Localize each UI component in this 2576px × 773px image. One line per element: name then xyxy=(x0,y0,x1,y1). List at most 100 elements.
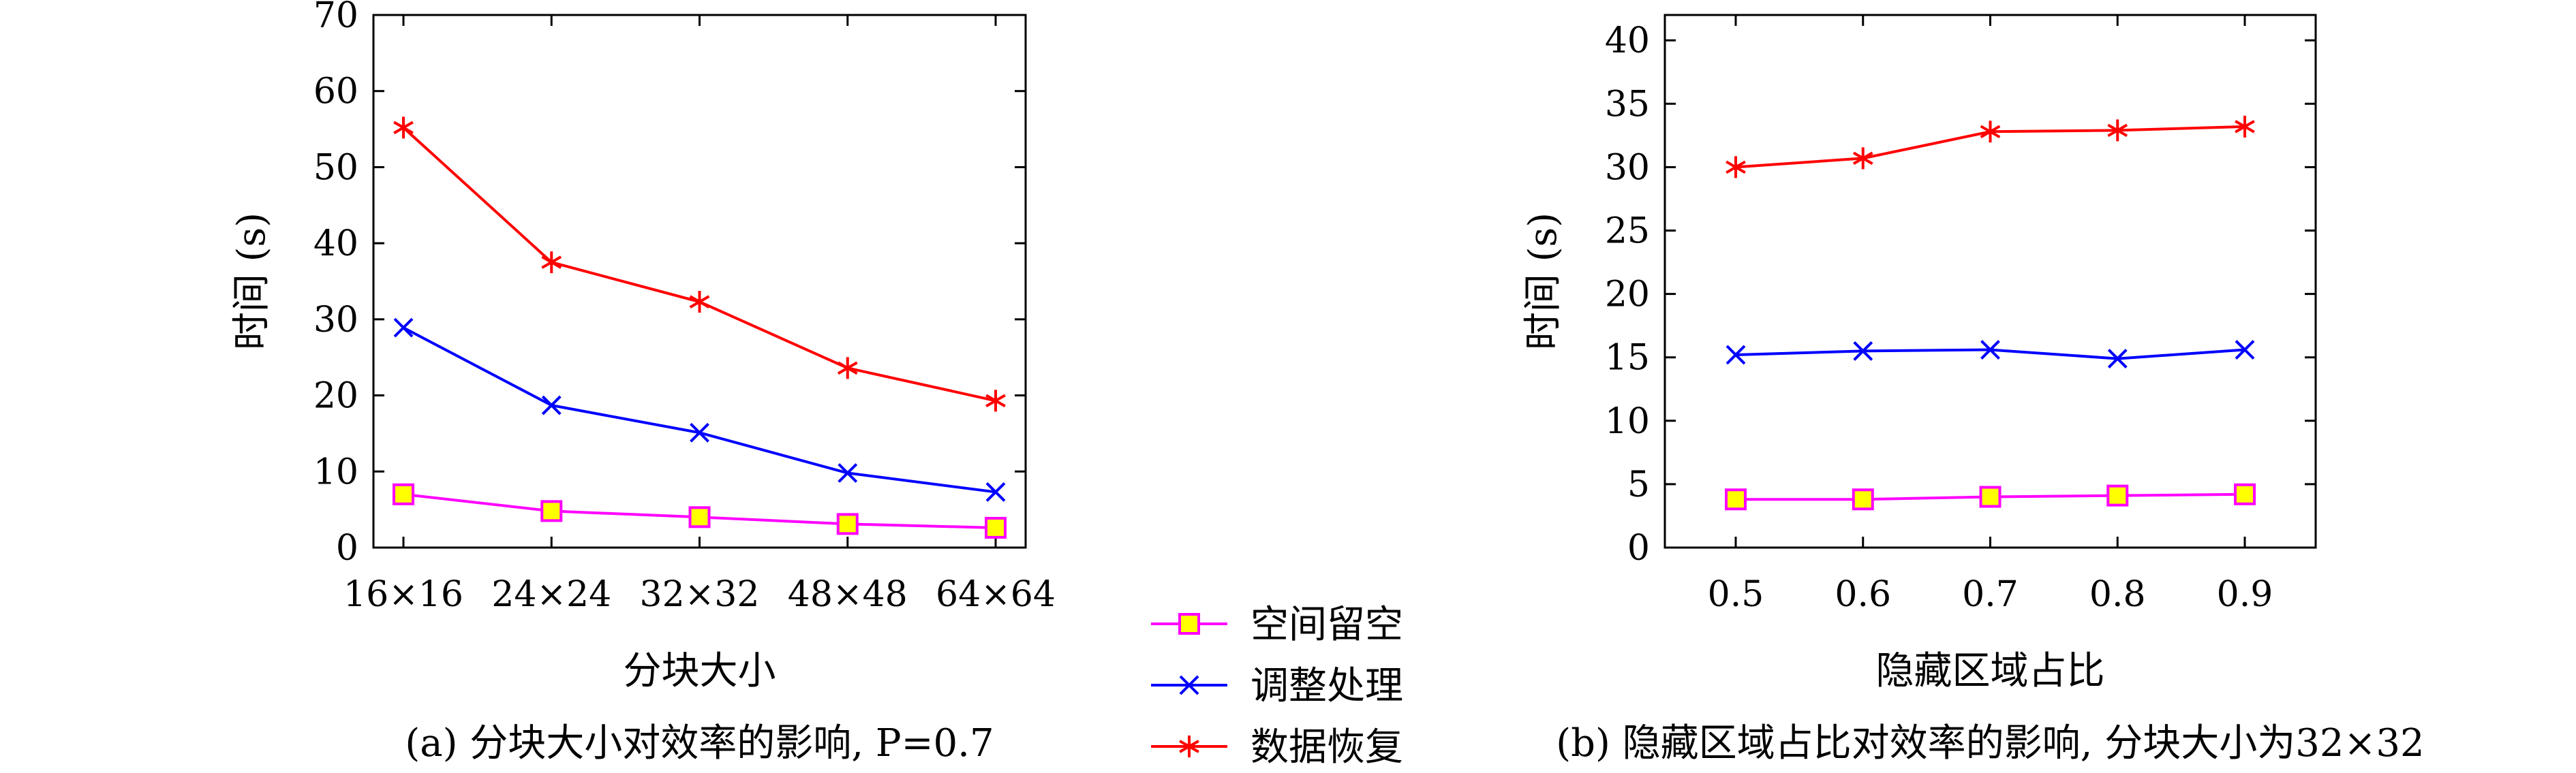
chart-b-point-space_reserve-shape xyxy=(1852,488,1874,511)
chart-a-series-line-recover xyxy=(402,126,996,403)
chart-a-point-recover-shape xyxy=(985,390,1006,412)
chart-b-ytick-label: 5 xyxy=(1627,464,1650,505)
chart-b-y-axis-label: 时间 (s) xyxy=(1521,212,1565,350)
chart-a-series-line-adjust xyxy=(403,326,996,494)
chart-b-ytick-label: 10 xyxy=(1605,401,1650,442)
chart-a-xtick-label: 64×64 xyxy=(936,574,1056,615)
chart-a-point-recover-shape xyxy=(541,251,562,274)
chart-a-point-adjust xyxy=(541,395,562,415)
chart-a-point-adjust-shape xyxy=(838,463,858,483)
chart-a-point-recover xyxy=(541,251,562,274)
chart-b-point-recover-shape xyxy=(2107,119,2128,142)
chart-b: 0 5 10 15 20 25 30 35 40 0.5 0.6 0.7 0.8 0.9 隐藏区域占比 时间 … xyxy=(1521,14,2425,766)
chart-a-ytick-label: 60 xyxy=(313,72,358,112)
chart-b-point-adjust-shape xyxy=(2235,340,2255,360)
chart-a-point-adjust xyxy=(838,463,858,483)
chart-b-point-recover-shape xyxy=(1726,156,1746,178)
chart-a-xtick-label: 48×48 xyxy=(788,574,908,615)
legend-marker-recover xyxy=(1179,736,1199,757)
chart-b-point-adjust xyxy=(1726,345,1746,365)
chart-a-point-adjust-shape xyxy=(393,317,414,338)
chart-b-point-adjust-shape xyxy=(1726,345,1746,365)
chart-b-xtick-label: 0.7 xyxy=(1962,574,2019,615)
chart-a-ytick-label: 50 xyxy=(313,147,358,188)
chart-b-ytick-label: 40 xyxy=(1605,20,1650,61)
chart-a-point-space_reserve-shape xyxy=(985,516,1007,539)
legend-marker-adjust-shape xyxy=(1179,675,1199,695)
chart-a-y-axis-label: 时间 (s) xyxy=(230,212,274,350)
chart-a-ytick-label: 40 xyxy=(313,223,358,264)
legend-label-adjust: 调整处理 xyxy=(1251,664,1403,708)
chart-a-point-recover-shape xyxy=(689,291,710,313)
chart-b-point-space_reserve-shape xyxy=(1979,486,2002,508)
legend-label-space_reserve: 空间留空 xyxy=(1251,603,1403,647)
chart-a-xtick-label: 32×32 xyxy=(640,574,760,615)
chart-b-point-space_reserve xyxy=(1725,488,1747,511)
chart-a-point-recover xyxy=(689,291,710,313)
chart-b-point-space_reserve-shape xyxy=(2234,483,2256,505)
chart-a-point-space_reserve xyxy=(540,500,563,522)
chart-a-point-adjust xyxy=(690,422,709,443)
chart-a-ytick-label: 30 xyxy=(313,300,358,341)
chart-a-ytick-label: 10 xyxy=(313,452,358,492)
chart-a-point-space_reserve-shape xyxy=(393,483,414,505)
chart-b-xtick-label: 0.5 xyxy=(1708,574,1764,615)
chart-a-point-recover xyxy=(985,390,1006,412)
chart-b-point-space_reserve-shape xyxy=(2106,484,2129,507)
chart-a-point-adjust-shape xyxy=(985,482,1006,502)
chart-b-point-adjust xyxy=(1980,340,2000,360)
chart-b-point-space_reserve-shape xyxy=(1725,488,1747,511)
chart-b-point-adjust xyxy=(2107,349,2128,368)
chart-a-point-space_reserve-shape xyxy=(540,500,563,522)
chart-b-point-recover xyxy=(1852,147,1873,170)
chart-b-point-adjust-shape xyxy=(1853,341,1873,361)
chart-b-ytick-label: 0 xyxy=(1627,528,1650,569)
chart-a-xtick-label: 16×16 xyxy=(343,574,463,615)
chart-b-point-adjust xyxy=(1853,341,1873,361)
chart-b-xtick-label: 0.8 xyxy=(2089,574,2146,615)
chart-a-xtick-label: 24×24 xyxy=(491,574,611,615)
legend-marker-recover-shape xyxy=(1179,736,1199,757)
chart-b-xtick-label: 0.6 xyxy=(1835,574,1891,615)
chart-b-xtick-label: 0.9 xyxy=(2217,574,2273,615)
legend-marker-space_reserve xyxy=(1178,613,1200,635)
chart-b-ytick-label: 15 xyxy=(1605,338,1650,379)
chart-a-caption: (a) 分块大小对效率的影响, P=0.7 xyxy=(405,721,994,766)
chart-a: 0 10 20 30 40 50 60 70 16×16 24×24 32×32 48×48 64×64… xyxy=(230,0,1056,766)
chart-b-ytick-label: 35 xyxy=(1605,84,1650,125)
chart-a-point-space_reserve xyxy=(836,513,859,535)
chart-b-ytick-label: 25 xyxy=(1605,211,1650,252)
chart-b-ytick-label: 20 xyxy=(1605,274,1650,315)
legend-marker-adjust xyxy=(1179,675,1199,695)
chart-a-point-adjust-shape xyxy=(690,422,709,443)
chart-a-point-space_reserve-shape xyxy=(836,513,859,535)
chart-b-x-axis-label: 隐藏区域占比 xyxy=(1876,649,2105,693)
chart-a-point-adjust xyxy=(985,482,1006,502)
chart-b-point-recover xyxy=(1726,156,1746,178)
chart-b-point-adjust xyxy=(2235,340,2255,360)
chart-a-point-adjust-shape xyxy=(541,395,562,415)
chart-b-point-recover-shape xyxy=(2235,115,2255,138)
chart-a-ytick-label: 20 xyxy=(313,376,358,417)
chart-b-point-space_reserve xyxy=(1979,486,2002,508)
legend-label-recover: 数据恢复 xyxy=(1251,725,1403,770)
chart-b-point-recover xyxy=(1980,121,2001,143)
chart-a-point-space_reserve-shape xyxy=(688,506,711,529)
chart-a-point-recover xyxy=(837,357,858,379)
chart-a-plot-frame xyxy=(372,14,1027,549)
chart-b-point-space_reserve xyxy=(2106,484,2129,507)
chart-b-ytick-label: 30 xyxy=(1605,147,1650,188)
chart-b-point-recover xyxy=(2107,119,2128,142)
chart-b-point-adjust-shape xyxy=(2107,349,2128,368)
chart-a-point-recover xyxy=(393,116,414,139)
chart-a-point-recover-shape xyxy=(837,357,858,379)
legend-marker-space_reserve-shape xyxy=(1178,613,1200,635)
chart-a-ytick-label: 70 xyxy=(313,0,358,36)
chart-a-point-recover-shape xyxy=(393,116,414,139)
chart-b-plot-frame xyxy=(1663,14,2317,549)
chart-b-point-recover-shape xyxy=(1980,121,2001,143)
chart-a-point-adjust xyxy=(393,317,414,338)
chart-b-point-recover xyxy=(2235,115,2255,138)
